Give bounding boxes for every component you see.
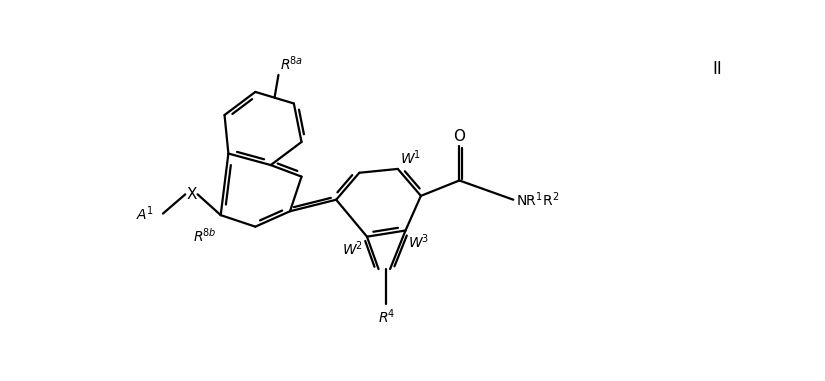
Text: R$^4$: R$^4$ bbox=[378, 307, 395, 326]
Text: II: II bbox=[713, 60, 722, 78]
Text: R$^{8a}$: R$^{8a}$ bbox=[280, 55, 304, 74]
Text: NR$^1$R$^2$: NR$^1$R$^2$ bbox=[516, 190, 559, 209]
Text: X: X bbox=[186, 187, 196, 202]
Text: R$^{8b}$: R$^{8b}$ bbox=[193, 227, 217, 245]
Text: W$^1$: W$^1$ bbox=[400, 148, 422, 166]
Text: W$^3$: W$^3$ bbox=[408, 233, 429, 251]
Text: O: O bbox=[454, 128, 465, 144]
Text: W$^2$: W$^2$ bbox=[342, 239, 363, 258]
Text: A$^1$: A$^1$ bbox=[136, 204, 153, 223]
